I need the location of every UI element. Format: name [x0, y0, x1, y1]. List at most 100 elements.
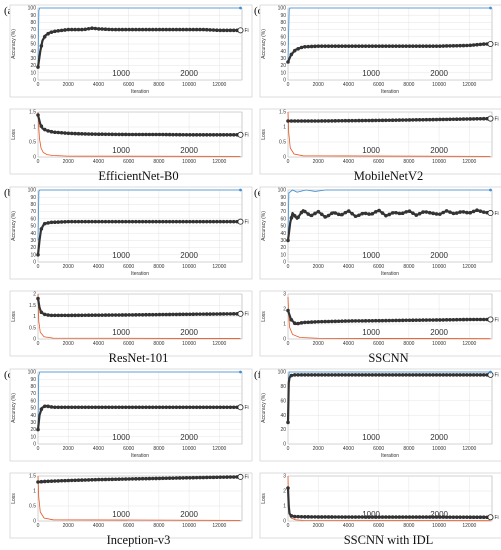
accuracy-smoothed-marker — [144, 219, 148, 224]
accuracy-smoothed-marker — [56, 405, 61, 410]
loss-smoothed-marker — [397, 318, 402, 323]
loss-smoothed-marker — [458, 117, 462, 121]
loss-smoothed-marker — [323, 119, 327, 123]
accuracy-training-line — [37, 371, 241, 430]
accuracy-smoothed-marker — [181, 27, 185, 32]
loss-smoothed-marker — [289, 318, 294, 322]
x-tick-label: 2000 — [313, 523, 324, 529]
x-tick-label: 8000 — [153, 82, 164, 88]
accuracy-smoothed-marker — [154, 405, 158, 410]
loss-smoothed-marker — [130, 132, 135, 137]
loss-axes — [37, 475, 243, 522]
accuracy-smoothed-marker — [340, 44, 344, 48]
accuracy-smoothed-marker — [360, 211, 365, 216]
accuracy-smoothed-marker — [367, 373, 371, 377]
accuracy-smoothed-marker — [66, 405, 71, 410]
loss-smoothed-marker — [370, 318, 375, 323]
accuracy-smoothed-marker — [458, 373, 462, 377]
accuracy-smoothed-marker — [140, 27, 145, 32]
loss-smoothed-marker — [107, 477, 111, 482]
loss-smoothed-marker — [380, 118, 385, 123]
loss-smoothed-marker — [353, 118, 358, 123]
accuracy-smoothed-marker — [353, 373, 358, 377]
accuracy-smoothed-marker — [421, 44, 425, 48]
panel-a: (a)0102030405060708090100020004000600080… — [4, 4, 253, 183]
accuracy-smoothed-marker — [336, 212, 341, 217]
accuracy-smoothed-marker — [42, 404, 47, 409]
loss-smoothed-marker — [478, 116, 483, 121]
accuracy-smoothed-marker — [468, 210, 473, 215]
loss-smoothed-marker — [316, 319, 321, 324]
y-tick-label: 30 — [30, 420, 36, 426]
accuracy-smoothed-marker — [231, 219, 236, 224]
y-tick-label: 30 — [30, 238, 36, 244]
loss-smoothed-marker — [471, 515, 476, 520]
accuracy-smoothed-marker — [147, 405, 152, 410]
accuracy-smoothed-marker — [444, 44, 449, 48]
accuracy-smoothed-marker — [407, 373, 412, 377]
y-tick-label: 50 — [280, 42, 286, 48]
loss-smoothed-marker — [424, 318, 429, 322]
accuracy-smoothed-marker — [353, 214, 358, 219]
accuracy-smoothed-marker — [167, 27, 172, 32]
accuracy-smoothed-marker — [96, 219, 101, 224]
iteration-annotation: 1000 — [362, 251, 380, 260]
loss-smoothed-marker — [181, 476, 185, 480]
accuracy-smoothed-marker — [370, 373, 375, 377]
accuracy-smoothed-marker — [309, 213, 314, 218]
accuracy-smoothed-marker — [471, 43, 476, 47]
y-tick-label: 0.5 — [29, 140, 36, 146]
accuracy-smoothed-marker — [427, 210, 432, 215]
accuracy-training-line — [37, 189, 241, 241]
accuracy-smoothed-marker — [431, 373, 435, 377]
loss-smoothed-marker — [336, 515, 341, 519]
accuracy-smoothed-marker — [330, 44, 334, 48]
loss-smoothed-marker — [150, 132, 155, 137]
loss-smoothed-marker — [384, 118, 388, 123]
loss-smoothed-marker — [184, 132, 189, 137]
loss-smoothed-marker — [66, 131, 71, 136]
loss-smoothed-marker — [177, 132, 182, 137]
accuracy-smoothed-marker — [130, 219, 135, 224]
loss-smoothed-marker — [39, 310, 44, 315]
loss-smoothed-marker — [309, 515, 314, 519]
loss-smoothed-marker — [96, 313, 101, 317]
loss-smoothed-marker — [387, 515, 392, 519]
panel-caption: MobileNetV2 — [354, 169, 423, 183]
accuracy-smoothed-marker — [164, 405, 169, 410]
loss-smoothed-marker — [394, 118, 398, 122]
loss-smoothed-marker — [63, 131, 67, 135]
loss-smoothed-marker — [407, 318, 412, 323]
accuracy-smoothed-marker — [140, 219, 145, 224]
accuracy-smoothed-marker — [319, 212, 324, 217]
loss-smoothed-marker — [468, 117, 473, 121]
loss-smoothed-marker — [188, 475, 192, 480]
training-final-marker — [489, 370, 492, 374]
loss-smoothed-marker — [174, 312, 179, 317]
accuracy-smoothed-marker — [340, 373, 344, 377]
accuracy-smoothed-marker — [424, 44, 429, 48]
x-tick-label: 4000 — [343, 159, 354, 165]
loss-smoothed-marker — [404, 318, 408, 323]
accuracy-smoothed-marker — [191, 27, 196, 32]
loss-smoothed-marker — [69, 478, 74, 483]
accuracy-smoothed-marker — [154, 27, 158, 32]
loss-smoothed-marker — [336, 118, 341, 123]
accuracy-smoothed-marker — [204, 27, 209, 32]
x-tick-label: 6000 — [373, 341, 384, 347]
loss-smoothed-marker — [140, 312, 145, 317]
accuracy-smoothed-marker — [441, 210, 446, 215]
y-tick-label: 20 — [280, 63, 286, 69]
x-tick-label: 0 — [37, 446, 40, 452]
final-point-marker — [487, 210, 494, 217]
loss-smoothed-marker — [147, 312, 152, 317]
accuracy-smoothed-marker — [387, 212, 392, 217]
loss-smoothed-marker — [377, 515, 381, 519]
accuracy-smoothed-marker — [306, 373, 311, 377]
accuracy-smoothed-marker — [117, 219, 121, 224]
loss-smoothed-marker — [330, 515, 334, 519]
x-tick-label: 6000 — [123, 82, 134, 88]
loss-smoothed-marker — [373, 318, 378, 323]
loss-smoothed-marker — [46, 313, 50, 317]
accuracy-smoothed-marker — [174, 219, 179, 224]
